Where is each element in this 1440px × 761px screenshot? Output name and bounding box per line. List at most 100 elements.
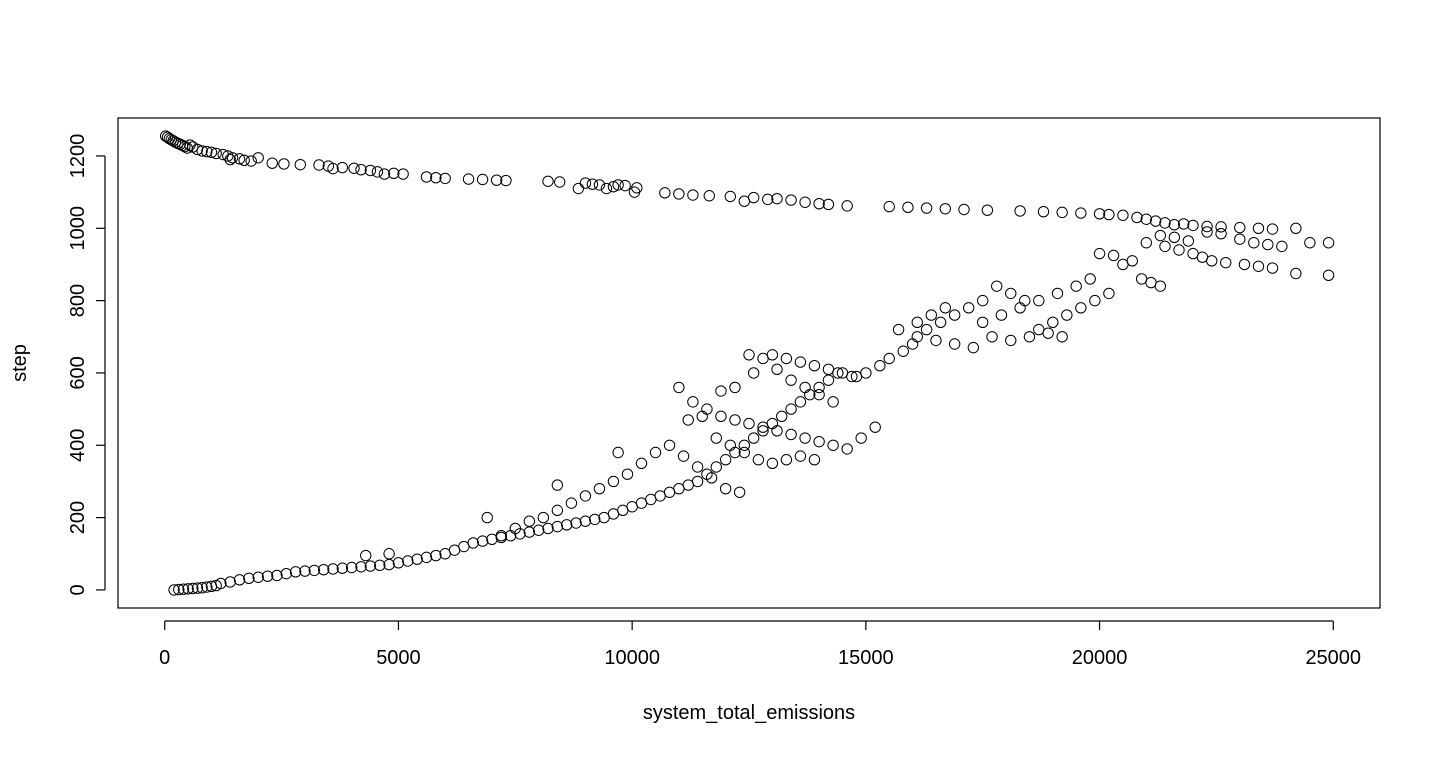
x-axis: 0 5000 10000 15000 20000 25000 bbox=[159, 620, 1361, 669]
data-point bbox=[703, 190, 715, 202]
data-point bbox=[1033, 323, 1045, 336]
data-point bbox=[682, 414, 694, 426]
data-point bbox=[687, 189, 699, 201]
data-point bbox=[986, 331, 998, 343]
data-point bbox=[939, 203, 952, 215]
data-point bbox=[1206, 255, 1218, 267]
data-point bbox=[554, 176, 566, 188]
data-point bbox=[1276, 240, 1288, 253]
data-point bbox=[1131, 211, 1143, 224]
data-point bbox=[827, 396, 839, 408]
y-tick-label: 1000 bbox=[67, 206, 89, 251]
data-point bbox=[607, 181, 620, 193]
data-point bbox=[948, 338, 961, 350]
data-point bbox=[920, 202, 933, 214]
data-point bbox=[883, 200, 895, 213]
data-point bbox=[607, 508, 620, 520]
data-point bbox=[191, 582, 204, 594]
data-point bbox=[649, 446, 662, 459]
data-point bbox=[1187, 219, 1199, 232]
data-point bbox=[196, 582, 208, 594]
data-point bbox=[621, 468, 634, 480]
data-point bbox=[631, 182, 643, 194]
data-point bbox=[210, 579, 222, 592]
data-point bbox=[673, 482, 685, 495]
data-point bbox=[701, 403, 713, 415]
data-point bbox=[177, 583, 190, 595]
data-point bbox=[607, 475, 620, 488]
data-point bbox=[551, 479, 564, 491]
data-point bbox=[1168, 218, 1181, 231]
data-point bbox=[1140, 237, 1153, 249]
data-point bbox=[1042, 327, 1054, 339]
data-point bbox=[1037, 205, 1050, 218]
data-point bbox=[196, 145, 208, 157]
data-point bbox=[1117, 209, 1129, 221]
data-point bbox=[278, 158, 290, 170]
data-point bbox=[771, 363, 783, 376]
data-point bbox=[173, 583, 185, 596]
data-point bbox=[1014, 302, 1026, 314]
data-point bbox=[1047, 316, 1059, 329]
data-point bbox=[1201, 226, 1213, 238]
data-point bbox=[841, 200, 853, 212]
data-point bbox=[224, 576, 236, 588]
data-point bbox=[1089, 294, 1101, 307]
data-point bbox=[593, 179, 606, 191]
data-point bbox=[729, 414, 741, 426]
plot-frame bbox=[117, 117, 1381, 609]
data-point bbox=[1215, 228, 1227, 240]
data-point bbox=[402, 555, 414, 567]
data-point bbox=[458, 540, 470, 553]
data-point bbox=[168, 584, 180, 596]
data-point bbox=[673, 188, 685, 200]
data-point bbox=[822, 363, 835, 376]
data-point bbox=[1215, 221, 1227, 233]
data-point bbox=[738, 195, 751, 207]
data-point bbox=[336, 562, 349, 574]
data-point bbox=[701, 468, 713, 480]
data-point bbox=[757, 352, 769, 365]
data-point bbox=[813, 381, 825, 394]
data-point bbox=[822, 198, 835, 211]
data-point bbox=[374, 559, 386, 572]
data-point bbox=[1238, 258, 1251, 271]
data-point bbox=[509, 522, 521, 535]
data-point bbox=[1107, 249, 1120, 262]
x-tick-label: 25000 bbox=[1305, 647, 1361, 669]
data-point bbox=[850, 370, 863, 383]
data-point bbox=[476, 173, 489, 186]
data-point bbox=[364, 164, 377, 177]
data-point bbox=[308, 564, 321, 577]
data-point bbox=[420, 551, 433, 564]
data-point bbox=[1103, 208, 1115, 221]
data-point bbox=[617, 504, 629, 517]
data-point bbox=[243, 572, 255, 585]
data-point bbox=[752, 454, 765, 466]
data-point bbox=[977, 316, 989, 329]
data-point bbox=[299, 565, 311, 577]
x-tick-label: 5000 bbox=[376, 647, 421, 669]
data-point bbox=[743, 417, 755, 430]
x-tick-label: 0 bbox=[159, 647, 170, 669]
data-point bbox=[593, 482, 606, 495]
data-point bbox=[1154, 280, 1167, 292]
data-point bbox=[179, 140, 191, 153]
data-point bbox=[696, 410, 708, 423]
data-point bbox=[911, 316, 923, 329]
data-point bbox=[280, 567, 292, 580]
data-point bbox=[719, 454, 732, 466]
data-point bbox=[715, 385, 727, 397]
data-point bbox=[1290, 222, 1302, 235]
data-point bbox=[523, 526, 536, 538]
data-point bbox=[238, 154, 250, 167]
y-tick-label: 1200 bbox=[67, 134, 89, 179]
data-point bbox=[1234, 221, 1246, 234]
data-point bbox=[500, 174, 512, 187]
data-point bbox=[420, 171, 433, 183]
data-point bbox=[902, 201, 914, 214]
data-point bbox=[1075, 302, 1087, 314]
data-point bbox=[294, 158, 306, 171]
data-point bbox=[743, 349, 755, 361]
